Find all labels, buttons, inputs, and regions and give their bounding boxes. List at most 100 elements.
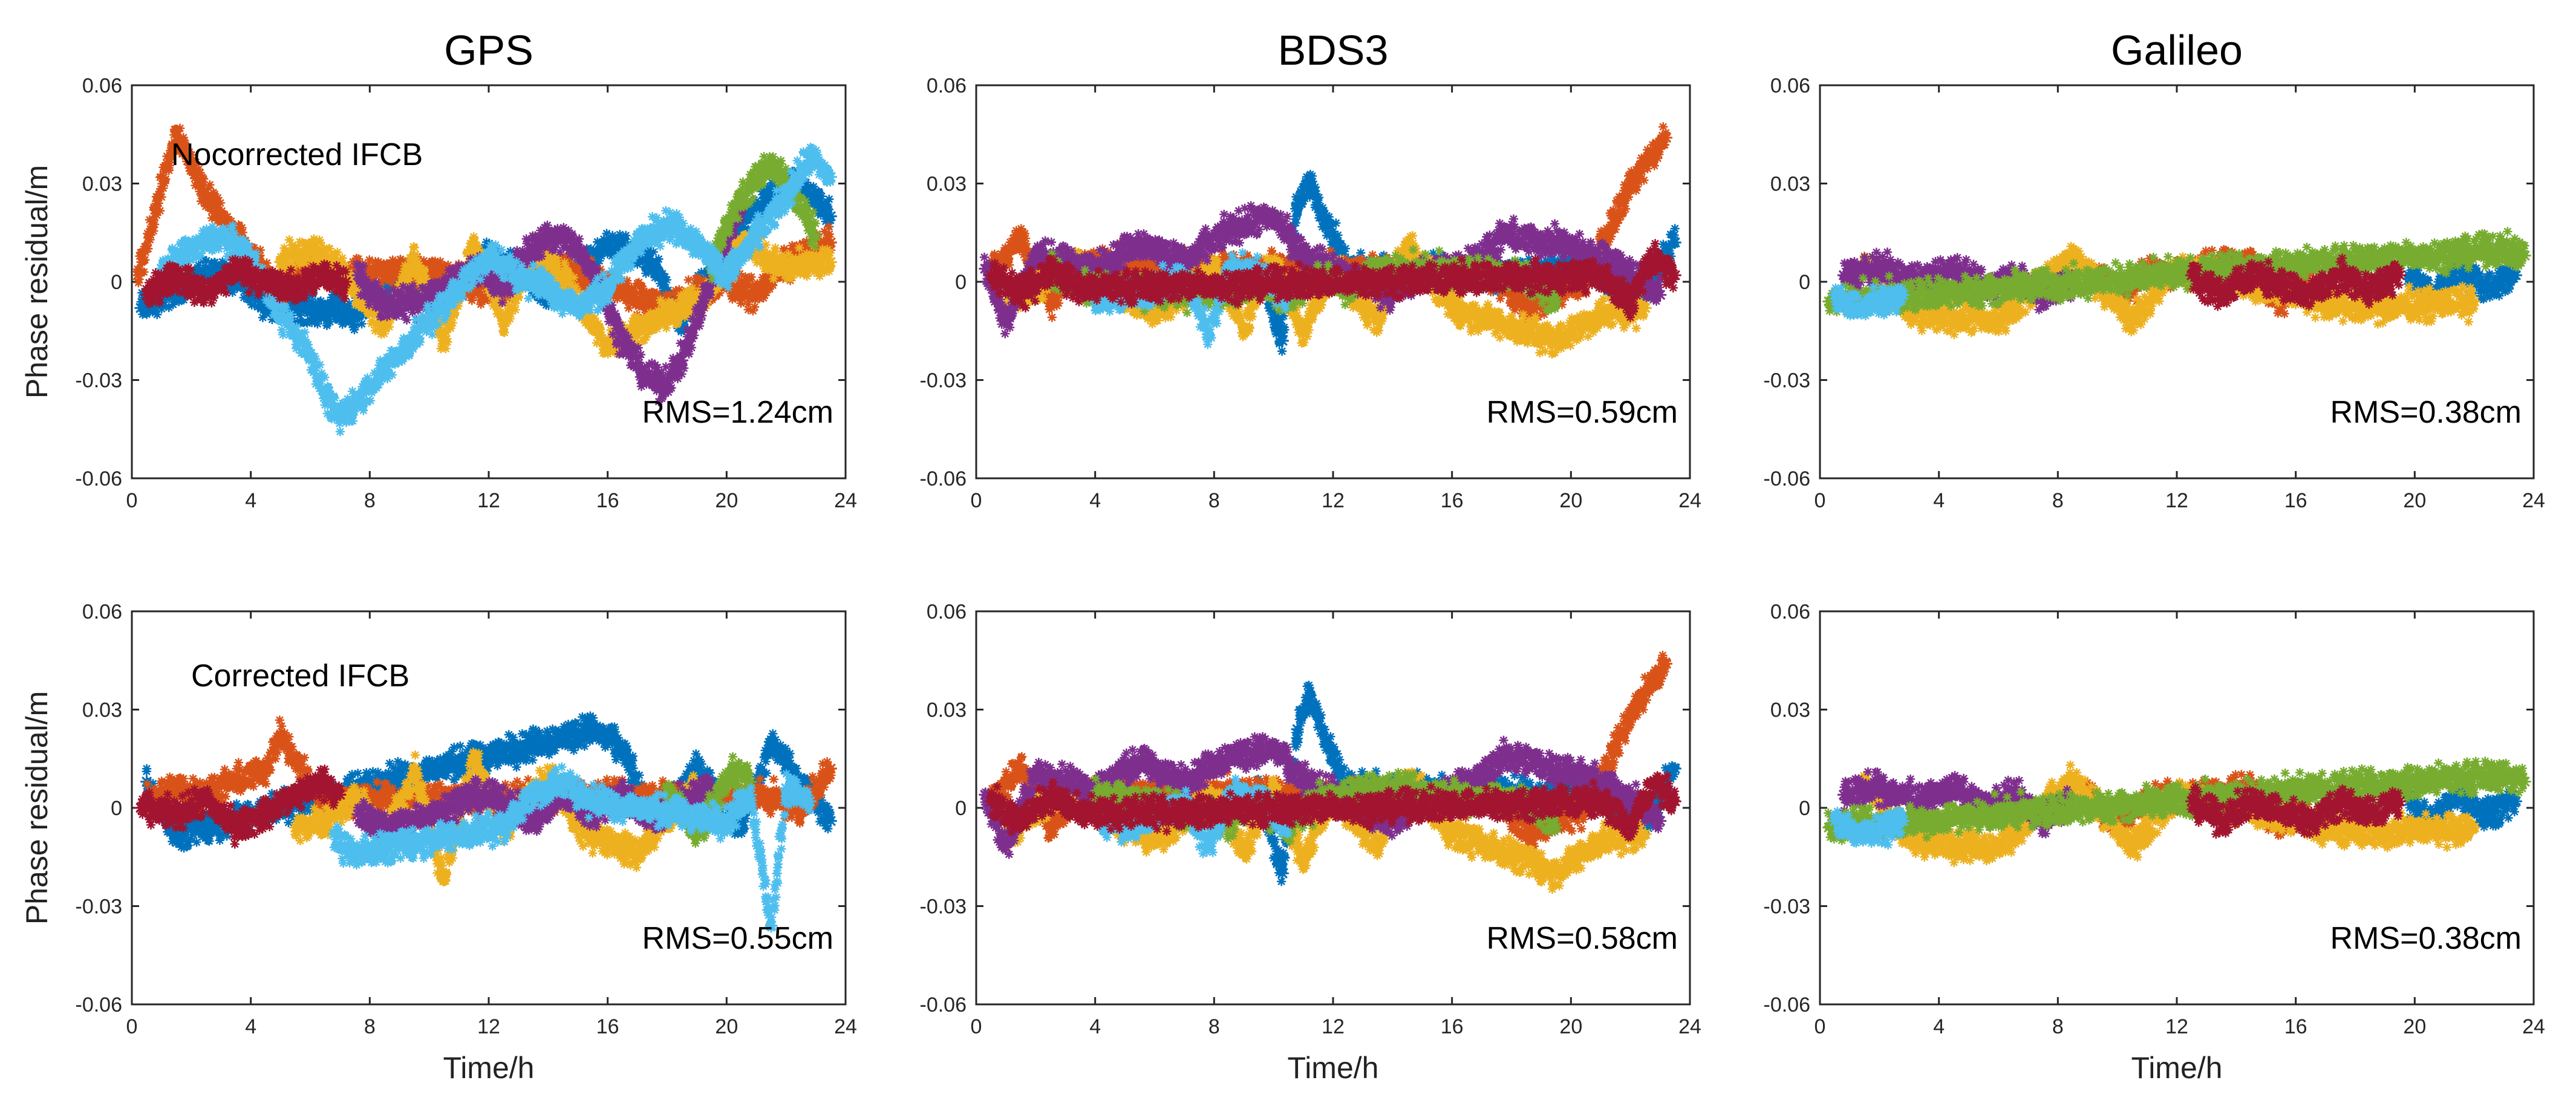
x-tick-label: 0 [1815, 489, 1826, 512]
panel-4: 0 4 8 12 16 20 24 0.06 0.03 0 -0.03 -0.06 Phase resi… [20, 600, 857, 1085]
panel-3: 0 4 8 12 16 20 24 0.06 0.03 0 -0.03 -0.06 Galileo RMS… [1764, 27, 2545, 512]
data-point [720, 216, 733, 230]
y-tick-label: 0.03 [82, 173, 122, 196]
scatter-points [979, 122, 1682, 359]
data-point [2215, 814, 2228, 828]
data-point [984, 795, 998, 808]
data-point [2333, 268, 2347, 282]
data-point [660, 216, 674, 230]
data-point [348, 308, 362, 321]
data-point [1624, 294, 1637, 308]
x-tick-label: 4 [1089, 1015, 1101, 1038]
data-point [824, 762, 838, 775]
x-tick-label: 24 [834, 489, 857, 512]
data-point [1499, 749, 1512, 762]
data-point [259, 762, 272, 775]
data-point [2509, 795, 2523, 808]
data-point [1014, 288, 1028, 302]
rms-label: RMS=0.58cm [1487, 921, 1678, 956]
data-point [735, 236, 748, 249]
data-point [1624, 709, 1637, 723]
data-point [824, 236, 838, 249]
data-point [571, 821, 585, 834]
x-axis-label: Time/h [2131, 1051, 2223, 1085]
x-tick-label: 20 [2403, 1015, 2426, 1038]
data-point [259, 808, 272, 821]
data-point [170, 125, 183, 138]
data-point [1207, 788, 1221, 801]
series-sat-7 [984, 770, 1682, 842]
data-point [2363, 808, 2377, 821]
y-tick-label: -0.03 [76, 896, 123, 919]
scatter-points [979, 650, 1682, 894]
data-point [318, 814, 332, 828]
data-point [1089, 262, 1102, 275]
data-point [556, 268, 570, 282]
data-point [1148, 308, 1161, 321]
data-point [1371, 781, 1384, 795]
data-point [765, 190, 778, 203]
x-tick-label: 20 [715, 489, 738, 512]
data-point [342, 847, 356, 860]
data-point [601, 282, 615, 295]
data-point [1371, 314, 1384, 328]
data-point [327, 827, 341, 841]
data-point [824, 255, 838, 269]
data-point [2453, 262, 2466, 275]
data-point [1828, 814, 1842, 828]
data-point [170, 827, 183, 841]
data-point [200, 288, 213, 302]
data-point [780, 781, 793, 795]
data-point [744, 177, 757, 190]
data-point [1267, 742, 1280, 756]
x-tick-label: 0 [971, 1015, 982, 1038]
data-point [984, 268, 998, 282]
y-tick-label: -0.06 [76, 993, 123, 1016]
data-point [824, 814, 838, 828]
data-point [274, 255, 287, 269]
data-point [1624, 821, 1637, 834]
data-point [2333, 795, 2347, 808]
data-point [979, 788, 992, 801]
x-tick-label: 20 [715, 1015, 738, 1038]
data-point [1044, 821, 1057, 834]
data-point [1654, 288, 1667, 302]
y-axis-label: Phase residual/m [20, 165, 54, 398]
data-point [155, 262, 168, 275]
data-point [134, 301, 148, 314]
data-point [601, 340, 615, 354]
data-point [2497, 242, 2511, 256]
data-point [1849, 301, 1862, 314]
data-point [1519, 301, 1533, 314]
x-tick-label: 24 [2522, 489, 2545, 512]
data-point [1371, 841, 1384, 854]
data-point [408, 762, 421, 775]
data-point [1201, 841, 1215, 854]
y-tick-label: 0 [955, 271, 967, 294]
data-point [616, 788, 629, 801]
data-point [1992, 841, 2005, 854]
y-tick-label: -0.03 [1764, 896, 1811, 919]
series-sat-6 [327, 762, 817, 933]
data-point [1648, 249, 1661, 262]
data-point [244, 249, 258, 262]
data-point [690, 827, 703, 841]
data-point [720, 814, 733, 828]
data-point [133, 268, 145, 282]
x-tick-label: 8 [1208, 489, 1220, 512]
data-point [1947, 262, 1960, 275]
data-point [1320, 216, 1334, 230]
data-point [351, 808, 365, 821]
data-point [1074, 282, 1087, 295]
data-point [467, 788, 481, 801]
y-tick-label: 0 [1799, 797, 1810, 820]
x-tick-label: 24 [2522, 1015, 2545, 1038]
data-point [1837, 268, 1850, 282]
y-tick-label: -0.06 [76, 467, 123, 490]
data-point [735, 216, 748, 230]
data-point [304, 347, 317, 360]
data-point [229, 262, 243, 275]
y-tick-label: 0.03 [82, 699, 122, 722]
data-point [586, 808, 599, 821]
